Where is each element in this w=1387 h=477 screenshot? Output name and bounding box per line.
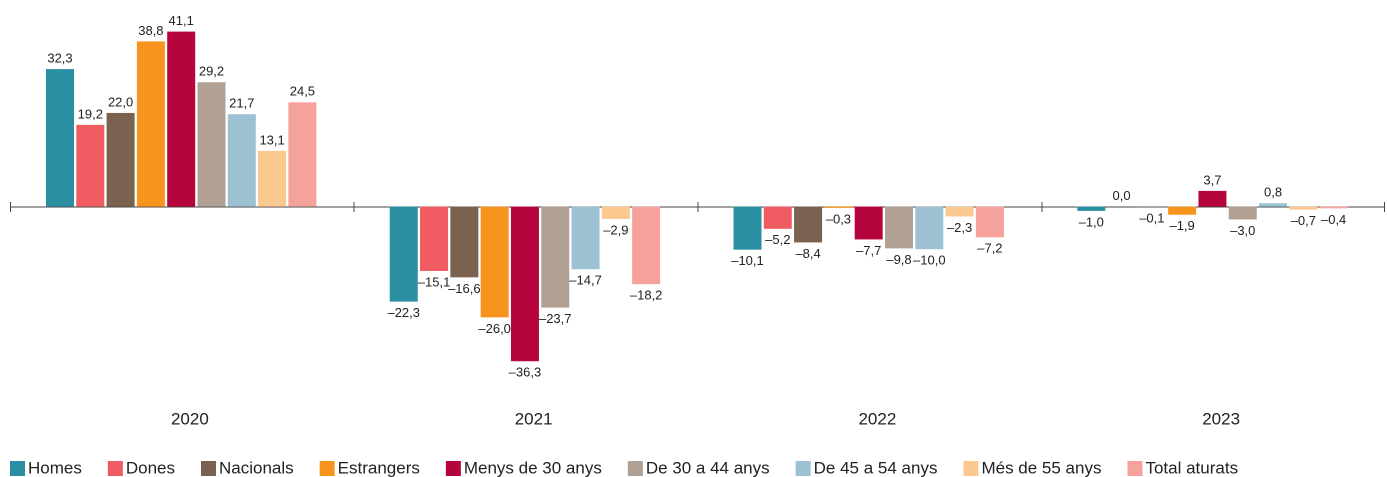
bar [885,206,913,249]
bar [794,206,823,243]
value-label: –0,3 [826,211,851,226]
legend-swatch [445,461,461,476]
value-label: 21,7 [229,96,254,111]
legend-swatch [627,461,643,476]
bar [945,206,974,217]
value-label: –2,3 [947,220,972,235]
bar [975,206,1004,238]
legend-label: De 30 a 44 anys [646,458,770,477]
bar [571,206,600,270]
x-tick-label: 2021 [515,409,553,428]
legend-swatch [1127,461,1143,476]
bar [1198,190,1227,207]
bar [288,102,317,207]
bar [450,206,479,278]
legend-label: Nacionals [219,458,294,477]
value-label: 3,7 [1203,172,1221,187]
value-label: 22,0 [108,94,133,109]
x-tick-label: 2020 [171,409,209,428]
value-label: –22,3 [387,305,420,320]
legend-label: Total aturats [1145,458,1238,477]
value-label: 32,3 [47,51,72,66]
value-label: –7,7 [856,243,881,258]
bar [420,206,449,271]
legend-label: Homes [28,458,82,477]
bar [480,206,509,318]
legend-swatch [319,461,335,476]
bar [1259,203,1288,207]
legend-swatch [201,461,216,476]
legend-label: Estrangers [338,458,420,477]
bar [227,114,256,207]
value-label: –18,2 [630,288,663,303]
value-label: 13,1 [259,132,284,147]
bar [1077,206,1106,211]
bar [632,206,661,285]
bar [601,206,630,219]
value-label: –7,2 [977,241,1002,256]
bar [915,206,944,250]
value-label: –14,7 [569,273,602,288]
value-label: –10,1 [731,253,764,268]
value-label: –0,4 [1321,212,1346,227]
value-label: 38,8 [138,23,163,38]
value-label: –0,1 [1139,211,1164,226]
x-tick-label: 2022 [858,409,896,428]
legend-label: De 45 a 54 anys [814,458,938,477]
bar [1228,206,1257,220]
bar [1319,206,1348,209]
bar [1289,206,1318,210]
bar [763,206,792,229]
value-label: –9,8 [886,252,911,267]
legend-label: Menys de 30 anys [464,458,602,477]
x-tick-label: 2023 [1202,409,1240,428]
legend-label: Més de 55 anys [981,458,1101,477]
bar [197,82,226,207]
value-label: 29,2 [199,64,224,79]
value-label: –3,0 [1230,223,1255,238]
legend-swatch [107,461,123,476]
value-label: –1,0 [1079,214,1104,229]
legend-swatch [795,461,811,476]
legend-swatch [10,461,25,476]
bar [389,206,418,302]
bar [824,206,853,208]
value-label: 24,5 [290,84,315,99]
bar [167,31,196,207]
value-label: –16,6 [448,281,481,296]
value-label: –10,0 [913,253,946,268]
value-label: –2,9 [603,222,628,237]
bar [258,150,287,207]
value-label: –23,7 [539,311,572,326]
bar [106,112,135,207]
value-label: –5,2 [765,232,790,247]
bar [510,206,539,362]
bar [136,41,165,207]
legend-swatch [963,461,979,476]
bar [46,69,74,207]
value-label: –0,7 [1291,213,1316,228]
value-label: –1,9 [1169,218,1194,233]
legend-label: Dones [126,458,175,477]
value-label: 41,1 [169,13,194,28]
bar [854,206,883,240]
bar [541,206,570,308]
value-label: –15,1 [418,274,451,289]
value-label: 0,8 [1264,185,1282,200]
value-label: 0,0 [1113,188,1131,203]
value-label: –8,4 [795,246,820,261]
value-label: 19,2 [78,106,103,121]
bar [733,206,762,250]
value-label: –36,3 [509,365,542,380]
group-separators [10,202,1385,212]
bar [76,124,105,207]
bar [1168,206,1197,215]
value-label: –26,0 [478,321,511,336]
